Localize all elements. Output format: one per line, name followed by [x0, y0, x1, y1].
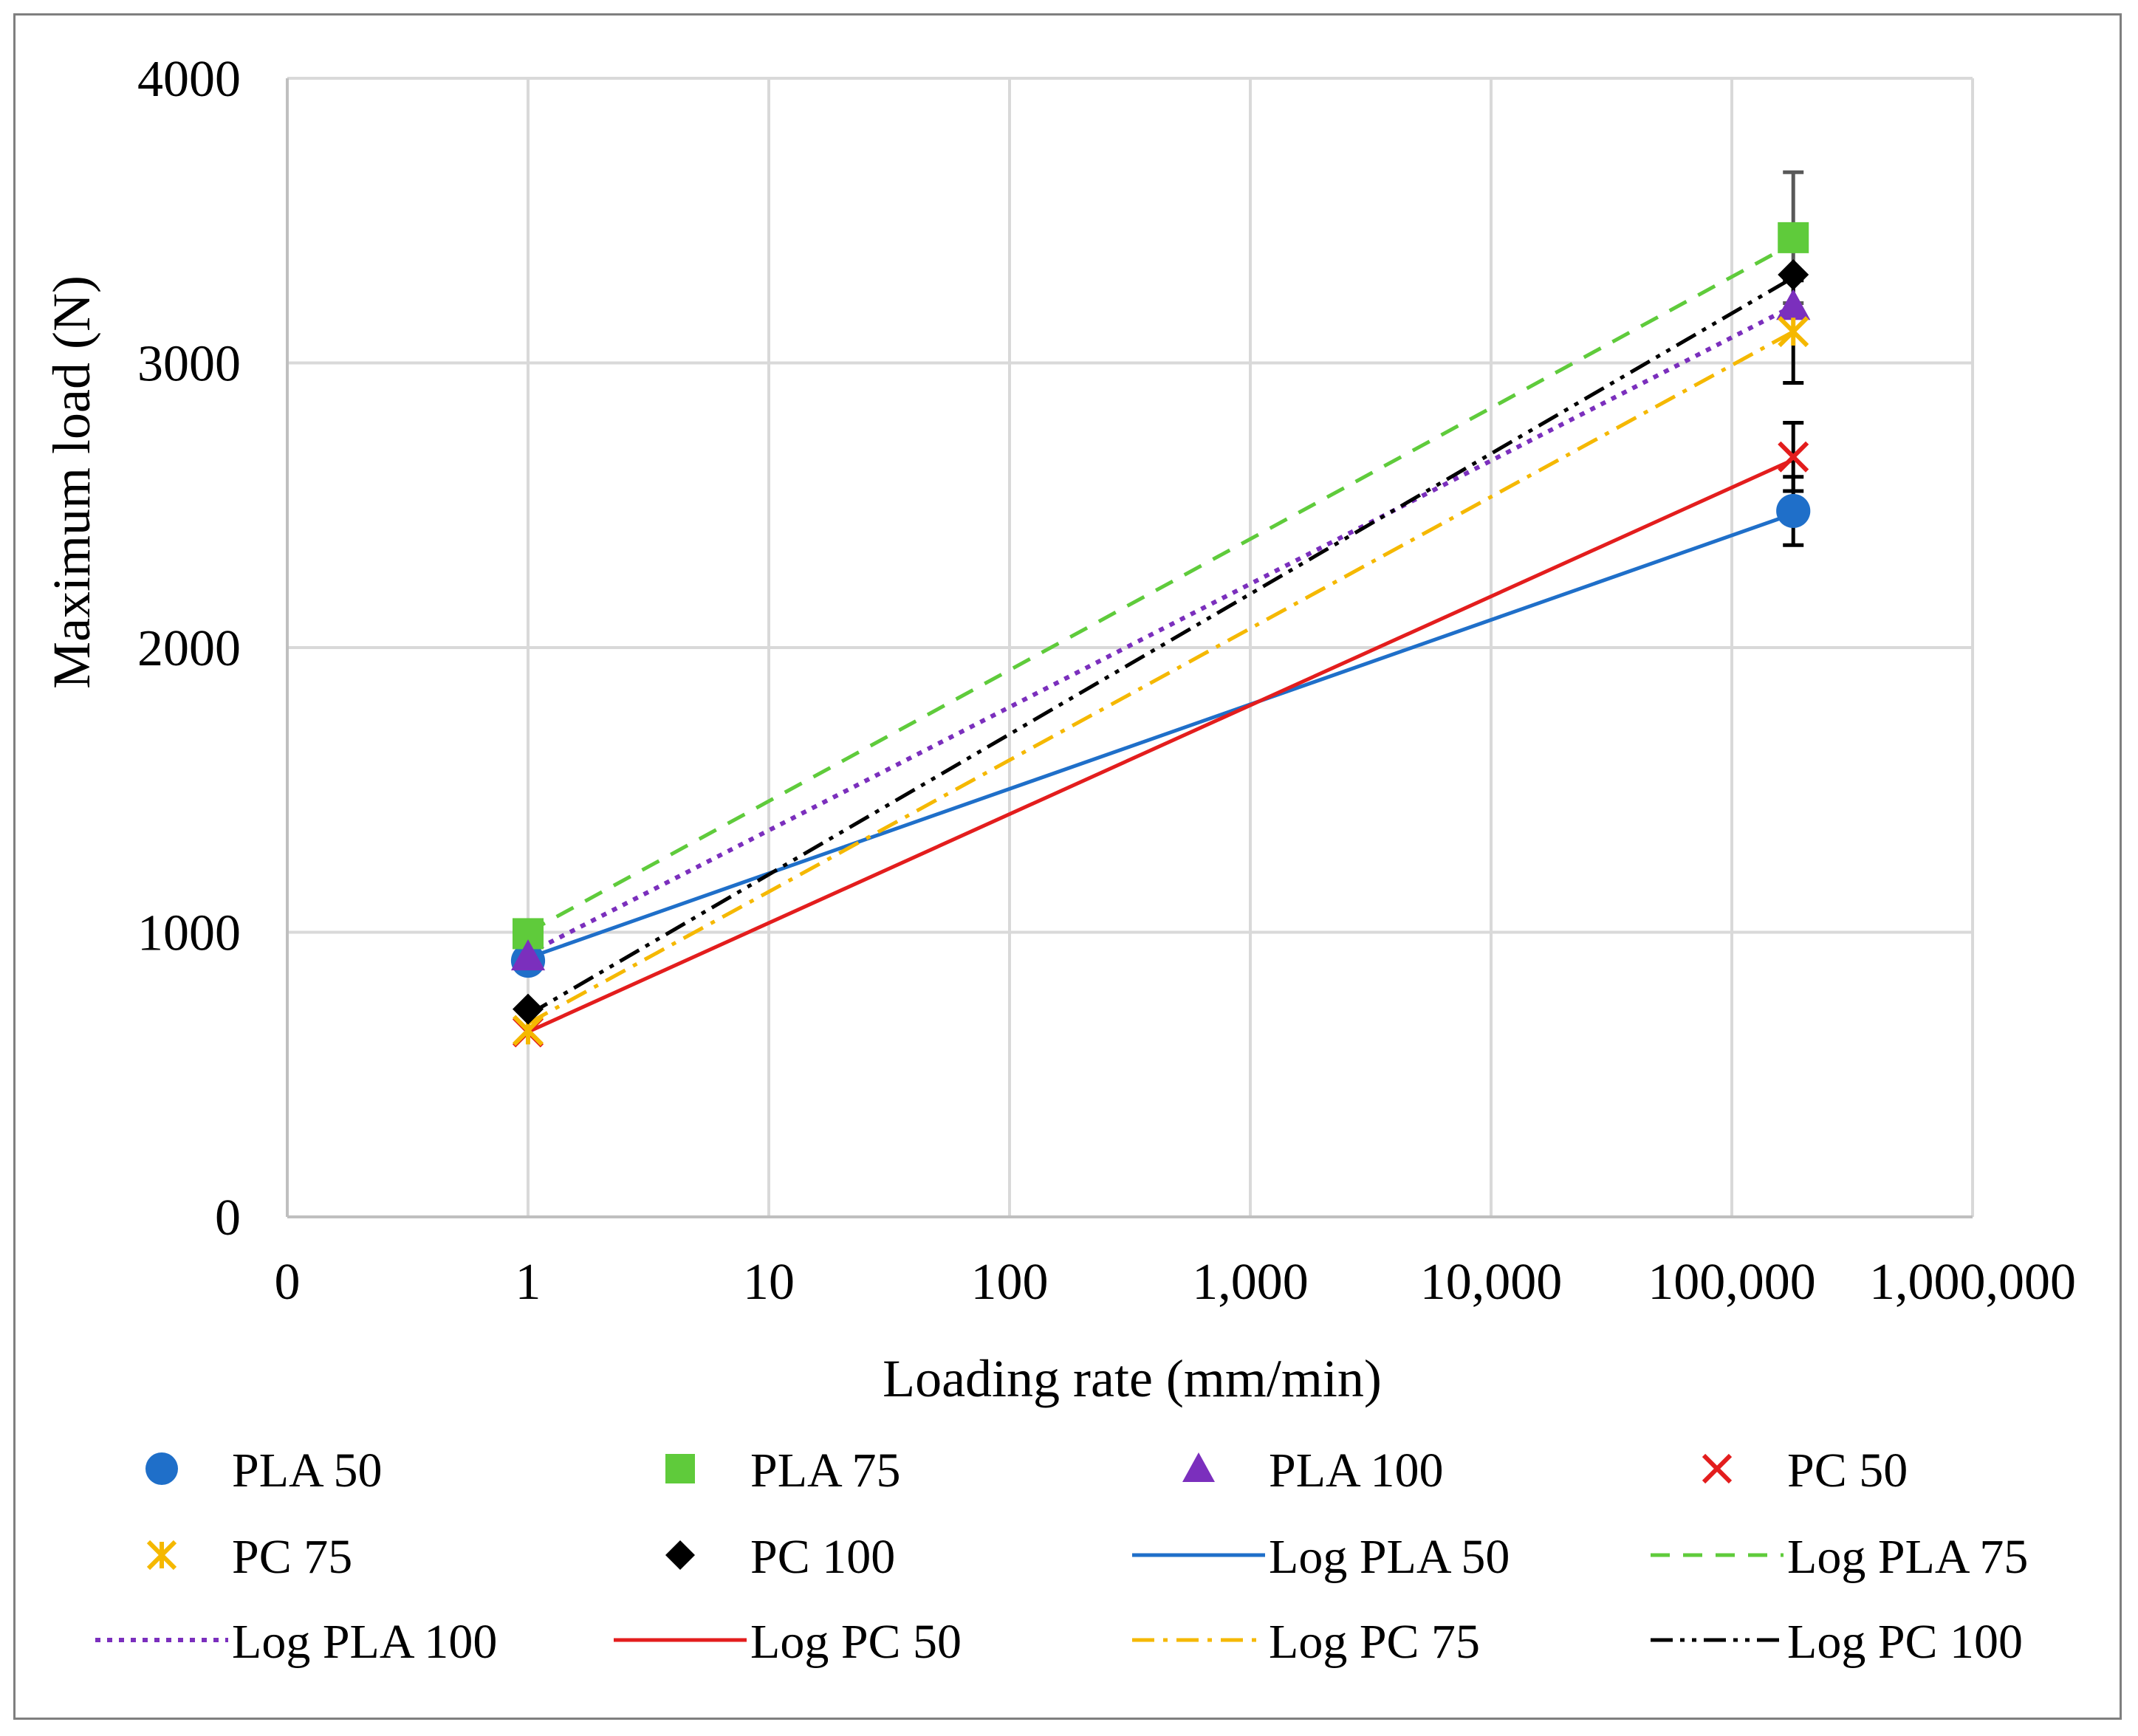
trendline-log-pc-50 — [527, 458, 1795, 1034]
point-pla-50 — [1776, 493, 1811, 529]
trendlines — [527, 241, 1795, 1034]
legend-label: Log PLA 50 — [1269, 1530, 1510, 1584]
trendline-log-pc-75 — [527, 329, 1795, 1026]
axes — [286, 78, 1973, 1218]
legend-item-pla-100: PLA 100 — [1182, 1444, 1444, 1497]
chart-frame: 0 1 10 100 1,000 10,000 100,000 1,000,000 0 1000 2… — [13, 13, 2122, 1720]
y-tick-label: 0 — [215, 1190, 241, 1246]
legend-item-pc-100: PC 100 — [665, 1530, 895, 1584]
x-tick-label: 1 — [515, 1254, 541, 1311]
legend-marker-pc-75 — [146, 1540, 177, 1571]
trendline-log-pc-100 — [527, 275, 1795, 1017]
legend-label: Log PC 75 — [1269, 1615, 1480, 1669]
legend-label: Log PLA 75 — [1787, 1530, 2028, 1584]
legend-item-log-pc-75: Log PC 75 — [1132, 1615, 1480, 1669]
legend-label: PLA 50 — [232, 1444, 383, 1497]
legend-label: PC 50 — [1787, 1444, 1908, 1497]
legend-item-log-pla-100: Log PLA 100 — [95, 1615, 497, 1669]
trendline-log-pla-75 — [527, 241, 1795, 934]
legend-label: PLA 75 — [750, 1444, 901, 1497]
point-pc-50 — [1778, 441, 1809, 473]
legend-label: PC 100 — [750, 1530, 895, 1584]
legend-item-log-pla-75: Log PLA 75 — [1651, 1530, 2028, 1584]
point-pla-100 — [1776, 289, 1811, 320]
legend-label: PC 75 — [232, 1530, 352, 1584]
point-pla-100 — [510, 939, 546, 971]
legend-item-pla-50: PLA 50 — [145, 1444, 383, 1497]
x-axis-label: Loading rate (mm/min) — [883, 1349, 1382, 1408]
point-pc-100 — [1778, 258, 1809, 290]
legend-item-pc-50: PC 50 — [1702, 1444, 1908, 1497]
legend-label: Log PLA 100 — [232, 1615, 497, 1669]
x-tick-label: 1,000,000 — [1869, 1254, 2076, 1311]
legend-item-log-pc-100: Log PC 100 — [1651, 1615, 2023, 1669]
y-tick-label: 4000 — [137, 51, 241, 108]
legend-label: Log PC 100 — [1787, 1615, 2023, 1669]
legend-marker-pc-100 — [665, 1540, 695, 1570]
legend-item-pc-75: PC 75 — [146, 1530, 352, 1584]
x-tick-label: 10,000 — [1420, 1254, 1563, 1311]
y-tick-label: 2000 — [137, 620, 241, 677]
x-tick-label: 0 — [275, 1254, 301, 1311]
trendline-log-pla-100 — [527, 303, 1795, 956]
legend-label: PLA 100 — [1269, 1444, 1444, 1497]
x-tick-label: 100,000 — [1648, 1254, 1816, 1311]
legend-label: Log PC 50 — [750, 1615, 962, 1669]
y-axis-label: Maximum load (N) — [42, 275, 101, 689]
chart-svg: 0 1 10 100 1,000 10,000 100,000 1,000,000 0 1000 2… — [42, 51, 2076, 1669]
point-pla-75 — [1778, 222, 1809, 253]
legend: PLA 50 PLA 75 PLA 100 PC 50 PC 75 PC 100 Log P… — [95, 1444, 2028, 1669]
legend-marker-pla-100 — [1182, 1452, 1215, 1482]
x-tick-label: 1,000 — [1192, 1254, 1309, 1311]
point-pc-75 — [1778, 316, 1809, 348]
tick-labels: 0 1 10 100 1,000 10,000 100,000 1,000,000 0 1000 2… — [137, 51, 2076, 1311]
legend-item-log-pc-50: Log PC 50 — [614, 1615, 962, 1669]
legend-item-log-pla-50: Log PLA 50 — [1132, 1530, 1510, 1584]
y-tick-label: 1000 — [137, 905, 241, 962]
legend-marker-pla-50 — [145, 1452, 178, 1485]
trendline-log-pla-50 — [527, 512, 1795, 960]
legend-marker-pla-75 — [665, 1454, 695, 1483]
point-pc-100 — [513, 993, 544, 1025]
legend-item-pla-75: PLA 75 — [665, 1444, 901, 1497]
x-tick-label: 10 — [743, 1254, 795, 1311]
legend-marker-pc-50 — [1702, 1453, 1733, 1484]
y-tick-label: 3000 — [137, 336, 241, 393]
data-markers — [510, 222, 1811, 1048]
x-tick-label: 100 — [971, 1254, 1049, 1311]
